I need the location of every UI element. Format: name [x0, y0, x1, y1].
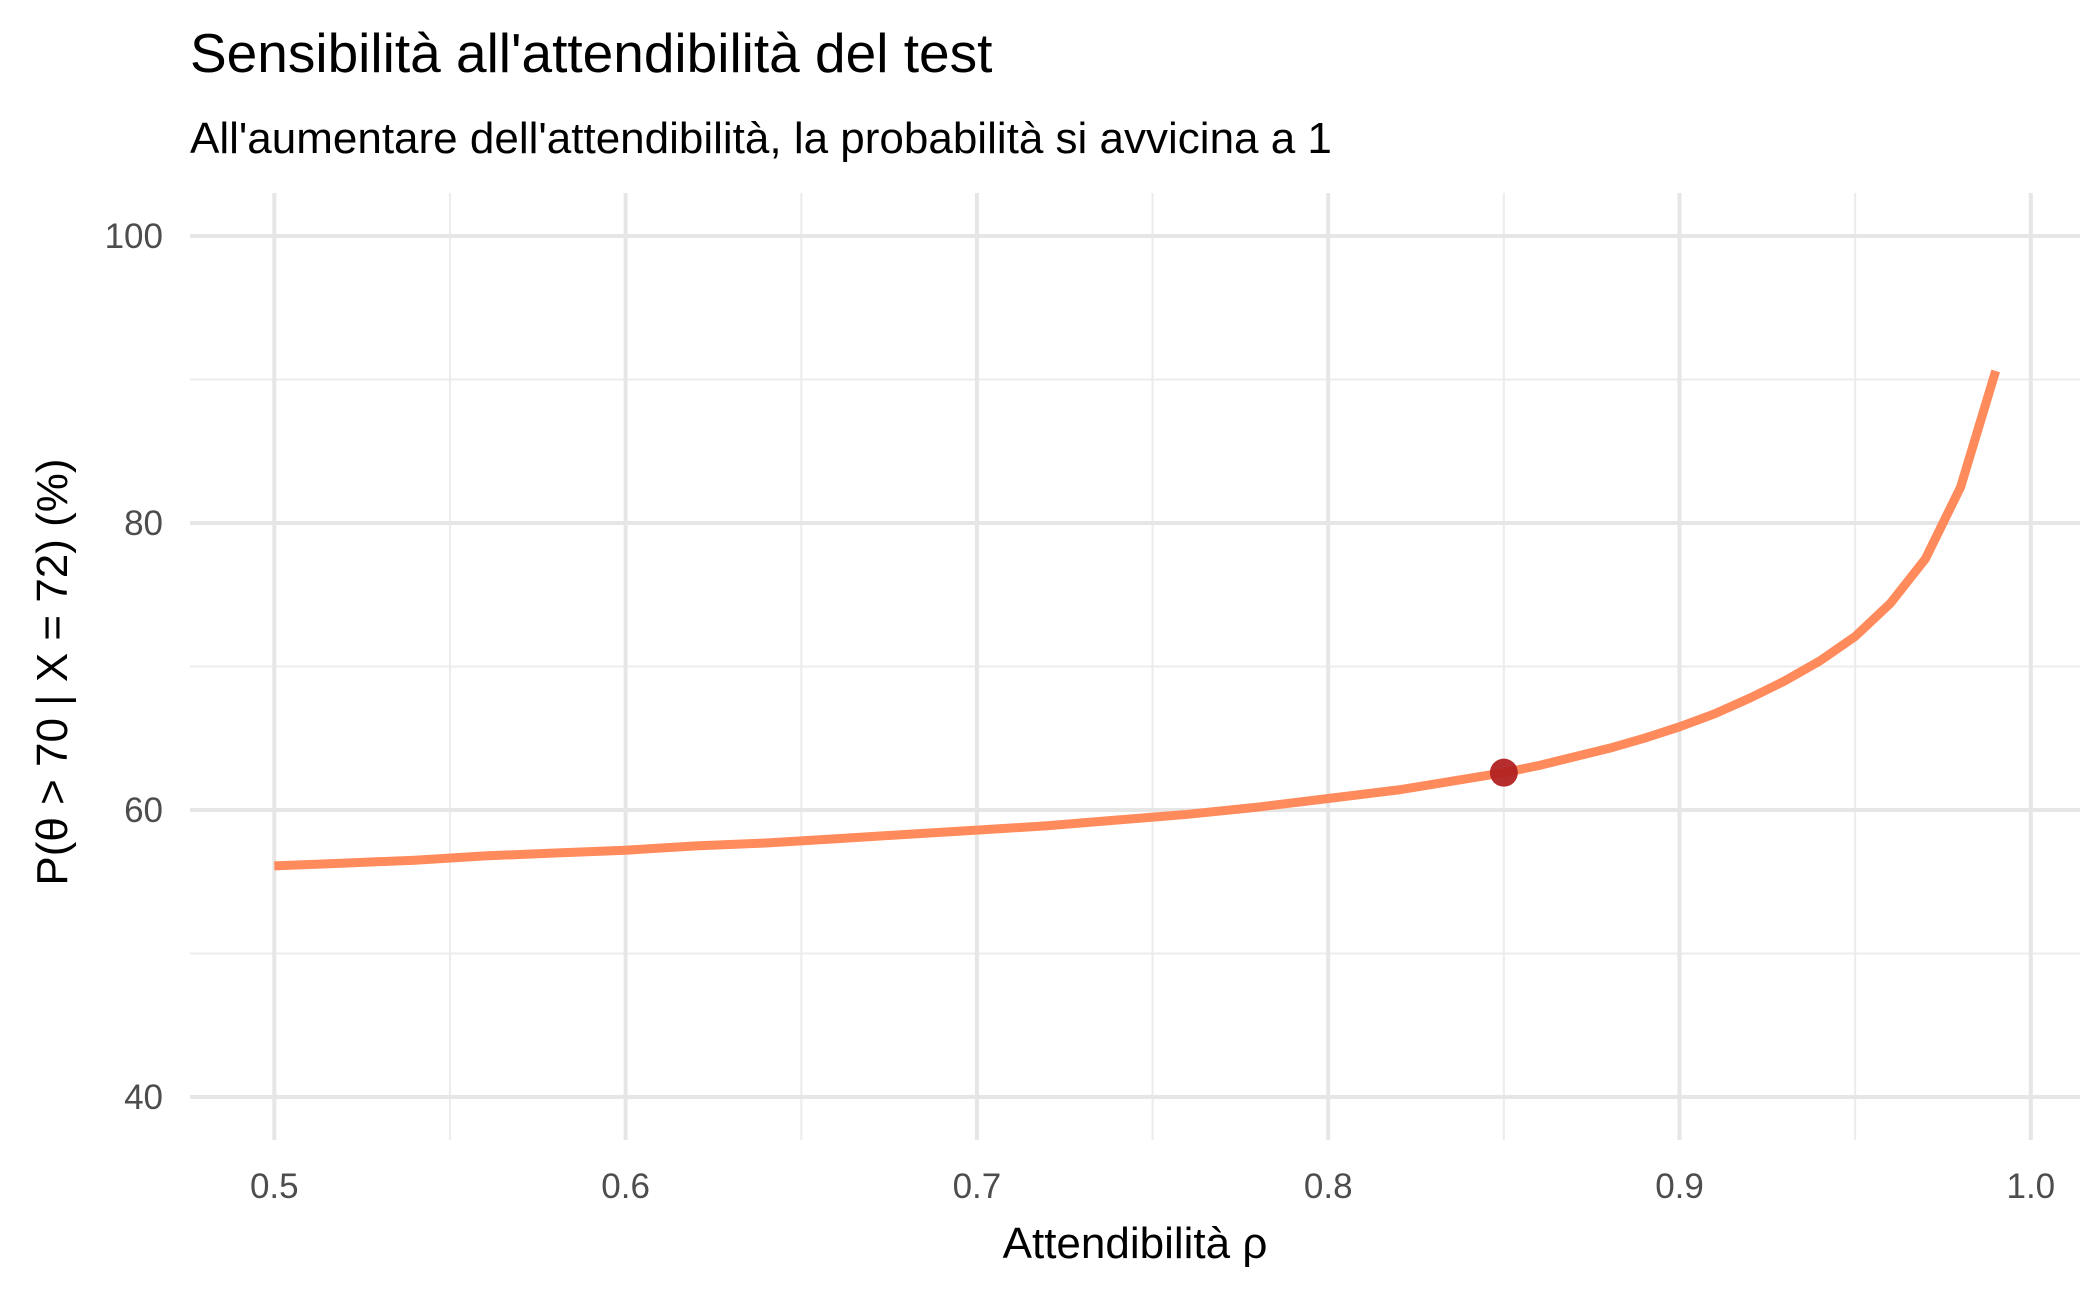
y-axis-title: P(θ > 70 | X = 72) (%) — [28, 458, 77, 885]
series-layer — [274, 369, 2001, 871]
x-axis-title: Attendibilità ρ — [1003, 1219, 1268, 1268]
y-tick-label: 100 — [105, 217, 163, 256]
chart-title: Sensibilità all'attendibilità del test — [190, 22, 992, 84]
x-tick-label: 0.6 — [601, 1167, 650, 1206]
x-tick-label: 0.5 — [250, 1167, 299, 1206]
x-tick-labels: 0.5 0.6 0.7 0.8 0.9 1.0 — [250, 1167, 2055, 1206]
plot-area — [190, 193, 2080, 1140]
point-layer — [1489, 758, 1518, 787]
grid-minor — [190, 193, 2080, 1140]
x-tick-label: 0.7 — [953, 1167, 1002, 1206]
y-tick-label: 60 — [124, 791, 163, 830]
y-tick-label: 80 — [124, 504, 163, 543]
y-tick-label: 40 — [124, 1078, 163, 1117]
y-tick-labels: 40 60 80 100 — [105, 217, 163, 1117]
highlight-point — [1489, 758, 1518, 787]
chart-subtitle: All'aumentare dell'attendibilità, la pro… — [190, 114, 1332, 163]
x-tick-label: 1.0 — [2006, 1167, 2055, 1206]
series-line — [274, 369, 2001, 871]
x-tick-label: 0.9 — [1655, 1167, 1704, 1206]
grid-major — [190, 193, 2080, 1140]
x-tick-label: 0.8 — [1304, 1167, 1353, 1206]
